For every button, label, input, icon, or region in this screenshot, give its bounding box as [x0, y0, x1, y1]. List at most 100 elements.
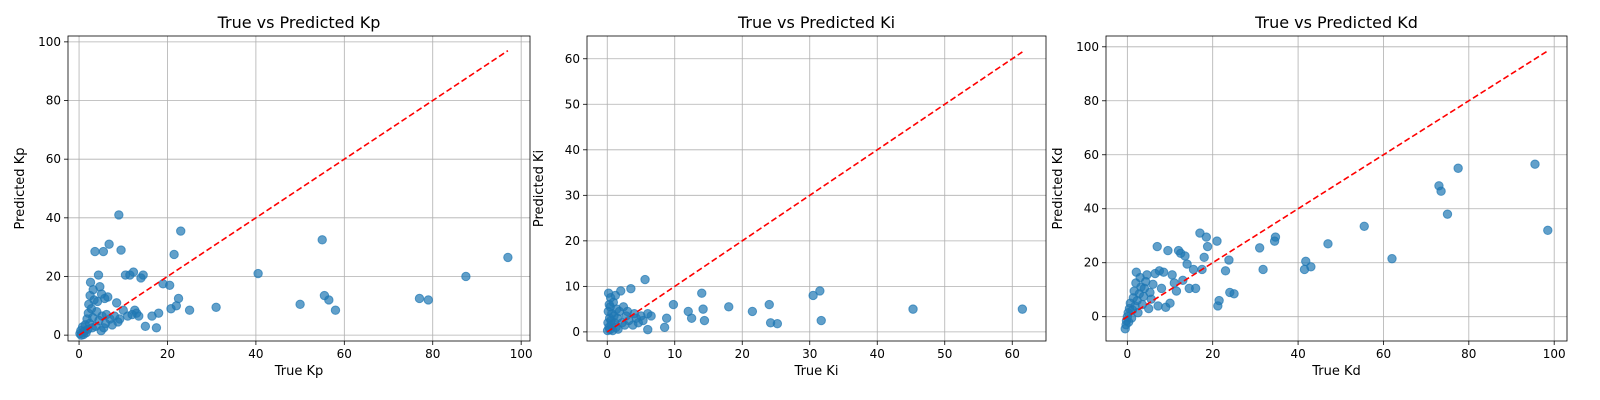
y-axis-label: Predicted Ki: [532, 150, 547, 227]
scatter-point: [1165, 298, 1175, 308]
scatter-point: [1229, 289, 1239, 299]
x-tick-label: 0: [603, 347, 611, 361]
scatter-point: [503, 252, 513, 263]
scatter-point: [668, 299, 679, 310]
scatter-point: [772, 319, 783, 329]
chart-panel-3: 0 20 40 60 80 100 0 20 40 60 80 100 True vs Predicte…: [1051, 13, 1568, 379]
scatter-point: [661, 313, 672, 323]
y-tick-label: 60: [565, 52, 580, 66]
scatter-point: [1436, 186, 1446, 196]
plot-area-frame: [586, 35, 1047, 342]
scatter-point: [643, 324, 653, 335]
scatter-point: [169, 249, 179, 260]
scatter-point: [90, 246, 100, 257]
scatter-point: [104, 239, 114, 249]
scatter-point: [1190, 283, 1201, 294]
y-tick-label: 20: [1084, 256, 1099, 270]
y-tick-label: 40: [1084, 202, 1099, 216]
y-tick-label: 40: [46, 211, 61, 225]
x-tick-label: 0: [1124, 347, 1132, 361]
y-tick-label: 100: [38, 35, 61, 49]
scatter-point: [1171, 286, 1182, 296]
scatter-point: [638, 315, 648, 326]
scatter-point: [116, 245, 126, 255]
x-tick-label: 30: [802, 347, 817, 361]
scatter-point: [111, 298, 122, 308]
x-tick-label: 40: [1290, 347, 1305, 361]
x-tick-label: 0: [75, 347, 83, 361]
scatter-point: [1152, 241, 1162, 252]
scatter-point: [1306, 262, 1316, 272]
scatter-point: [1142, 270, 1152, 280]
scatter-point: [1202, 241, 1213, 252]
scatter-point: [815, 286, 825, 296]
scatter-point: [1359, 221, 1369, 231]
y-axis-label: Predicted Kp: [13, 148, 28, 230]
y-tick-label: 60: [46, 152, 61, 166]
y-tick-label: 60: [1084, 148, 1099, 162]
scatter-point: [93, 270, 104, 280]
scatter-point: [324, 295, 334, 305]
y-tick-label: 10: [565, 279, 580, 293]
scatter-point: [1156, 283, 1167, 294]
x-axis-label: True Ki: [794, 364, 839, 379]
scatter-point: [1212, 236, 1222, 246]
scatter-point: [1180, 251, 1190, 261]
scatter-point: [1214, 295, 1224, 306]
scatter-point: [330, 305, 341, 315]
scatter-point: [98, 246, 109, 257]
x-tick-label: 60: [1376, 347, 1391, 361]
x-tick-label: 40: [870, 347, 885, 361]
scatter-point: [1017, 304, 1028, 314]
scatter-point: [1163, 245, 1173, 256]
x-tick-label: 20: [1205, 347, 1220, 361]
y-tick-label: 40: [565, 143, 580, 157]
scatter-point: [151, 323, 162, 333]
scatter-point: [423, 295, 434, 305]
y-tick-label: 100: [1076, 40, 1099, 54]
scatter-point: [1158, 267, 1169, 277]
scatter-point: [211, 302, 221, 312]
scatter-point: [1258, 264, 1268, 275]
scatter-point: [253, 268, 263, 279]
x-tick-label: 10: [667, 347, 682, 361]
plot-area-frame: [1105, 35, 1568, 342]
scatter-point: [140, 321, 151, 332]
y-tick-label: 20: [46, 269, 61, 283]
scatter-point: [724, 302, 734, 312]
y-tick-label: 0: [53, 328, 61, 342]
x-tick-label: 80: [1461, 347, 1476, 361]
scatter-point: [698, 304, 708, 314]
chart-title: True vs Predicted Kp: [217, 13, 381, 32]
scatter-point: [164, 280, 175, 290]
x-tick-label: 20: [735, 347, 750, 361]
scatter-point: [659, 322, 670, 333]
y-tick-label: 80: [1084, 94, 1099, 108]
scatter-point: [128, 267, 139, 277]
scatter-point: [1153, 301, 1163, 311]
scatter-point: [747, 306, 758, 317]
y-tick-label: 80: [46, 94, 61, 108]
x-tick-label: 20: [160, 347, 175, 361]
scatter-point: [616, 286, 626, 296]
scatter-point: [1148, 279, 1158, 290]
y-tick-label: 0: [1091, 310, 1099, 324]
scatter-point: [295, 299, 305, 310]
x-tick-label: 60: [337, 347, 352, 361]
scatter-point: [1270, 232, 1281, 242]
scatter-point: [816, 315, 826, 326]
scatter-point: [173, 293, 184, 304]
scatter-point: [115, 314, 125, 324]
scatter-point: [646, 311, 656, 321]
chart-title: True vs Predicted Ki: [737, 13, 895, 32]
scatter-point: [697, 288, 707, 298]
x-tick-label: 100: [1543, 347, 1566, 361]
scatter-point: [414, 293, 425, 304]
y-tick-label: 50: [565, 97, 580, 111]
chart-panel-1: 0 20 40 60 80 100 0 20 40 60 80 100 True vs Predicte…: [13, 13, 533, 379]
scatter-point: [1143, 303, 1154, 314]
x-tick-label: 100: [510, 347, 533, 361]
x-axis-label: True Kp: [274, 364, 324, 379]
